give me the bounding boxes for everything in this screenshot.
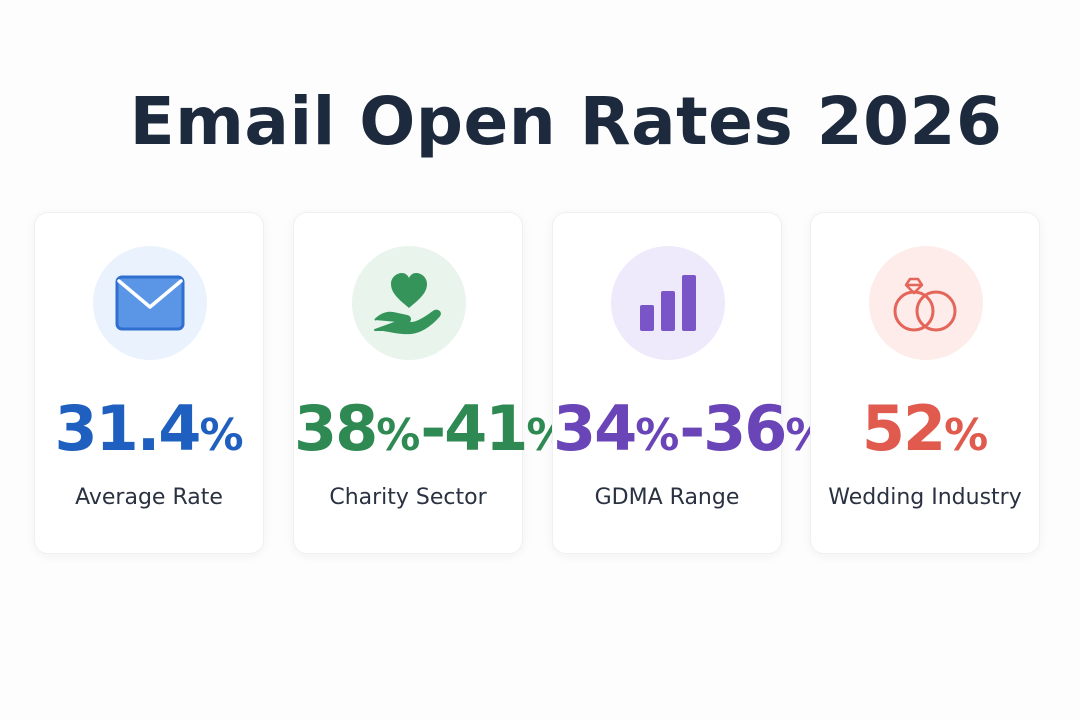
stat-label: Average Rate — [75, 485, 223, 510]
heart-hand-icon-circle — [352, 246, 466, 360]
stat-value: 34%-36% — [553, 392, 830, 465]
stat-value: 52% — [861, 392, 989, 465]
stat-value: 38%-41% — [294, 392, 571, 465]
page-title: Email Open Rates 2026 — [129, 83, 1003, 160]
stat-card-gdma-range: 34%-36% GDMA Range — [552, 212, 830, 554]
bar-chart-icon — [640, 275, 696, 331]
wedding-rings-icon — [893, 277, 957, 332]
stat-label: GDMA Range — [594, 485, 740, 510]
wedding-rings-icon-circle — [869, 246, 983, 360]
stat-label: Wedding Industry — [828, 485, 1022, 510]
envelope-icon-circle — [93, 246, 207, 360]
stat-card-charity-sector: 38%-41% Charity Sector — [293, 212, 571, 554]
heart-hand-icon — [374, 273, 441, 335]
stat-card-average-rate: 31.4% Average Rate — [34, 212, 264, 554]
stat-value: 31.4% — [54, 392, 244, 465]
bar-chart-icon-circle — [611, 246, 725, 360]
envelope-icon — [115, 275, 185, 331]
stat-label: Charity Sector — [329, 485, 487, 510]
stat-card-wedding-industry: 52% Wedding Industry — [810, 212, 1040, 554]
